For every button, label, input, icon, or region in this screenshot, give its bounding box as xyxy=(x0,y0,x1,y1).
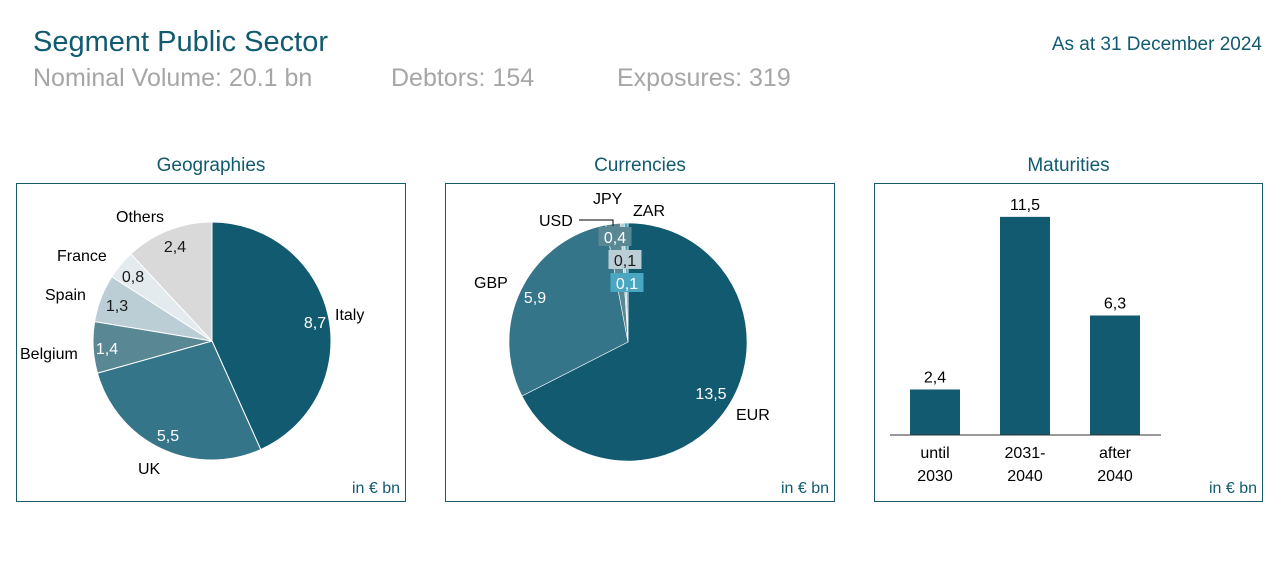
geo-label-uk: UK xyxy=(138,461,161,478)
geo-value-uk: 5,5 xyxy=(157,428,179,445)
cur-zar-value-label: 0,1 xyxy=(616,276,638,293)
maturities-panel: 2,4 until 2030 11,5 2031- 2040 6,3 after 2040 in… xyxy=(874,183,1263,502)
maturities-title: Maturities xyxy=(1027,155,1110,176)
cur-label-gbp: GBP xyxy=(474,275,508,292)
cur-label-usd: USD xyxy=(539,213,573,230)
geo-value-belgium: 1,4 xyxy=(96,341,118,358)
geo-label-spain: Spain xyxy=(45,287,86,304)
geo-slice-italy xyxy=(211,221,332,451)
geo-value-others: 2,4 xyxy=(164,239,186,256)
cur-usd-value-box xyxy=(598,227,632,246)
geo-slice-others xyxy=(130,221,213,343)
cur-label-eur: EUR xyxy=(736,407,770,424)
geo-label-belgium: Belgium xyxy=(20,346,78,363)
currencies-pie-chart: 13,5 5,9 0,4 0,1 0,1 EUR GBP USD JPY ZAR xyxy=(474,191,770,462)
cur-value-eur: 13,5 xyxy=(695,386,726,403)
geo-value-italy: 8,7 xyxy=(304,315,326,332)
mat-bar-2031-2040 xyxy=(1000,216,1050,435)
cur-zar-value-box xyxy=(610,273,644,292)
page-title: Segment Public Sector xyxy=(33,26,328,58)
exposures-stat: Exposures: 319 xyxy=(617,64,791,92)
geographies-pie-chart: 8,7 Italy 5,5 UK 1,4 Belgium 1,3 Spain 0,8 France… xyxy=(20,209,364,478)
cur-value-gbp: 5,9 xyxy=(524,290,546,307)
geo-label-others: Others xyxy=(116,209,164,226)
mat-category-after-2040-line-2: 2040 xyxy=(1097,468,1133,485)
geo-label-italy: Italy xyxy=(335,307,364,324)
cur-jpy-value-label: 0,1 xyxy=(614,253,636,270)
cur-label-jpy: JPY xyxy=(593,191,623,208)
maturities-unit: in € bn xyxy=(1208,480,1257,497)
currencies-title: Currencies xyxy=(594,155,686,176)
as-at-date: As at 31 December 2024 xyxy=(1051,34,1262,55)
mat-category-2031-2040-line-2: 2040 xyxy=(1007,468,1043,485)
cur-slice-eur xyxy=(521,222,748,462)
mat-value-after-2040: 6,3 xyxy=(1104,296,1126,313)
geographies-title: Geographies xyxy=(156,155,266,176)
geo-value-france: 0,8 xyxy=(122,269,144,286)
mat-value-2031-2040: 11,5 xyxy=(1010,197,1040,214)
geo-label-france: France xyxy=(57,248,107,265)
nominal-volume-stat: Nominal Volume: 20.1 bn xyxy=(33,64,313,92)
cur-jpy-value-box xyxy=(608,250,642,269)
currencies-unit: in € bn xyxy=(780,480,829,497)
cur-label-zar: ZAR xyxy=(633,203,665,220)
cur-usd-leader-line xyxy=(579,219,614,226)
geographies-unit: in € bn xyxy=(351,480,400,497)
cur-slice-gbp xyxy=(508,224,629,397)
mat-category-until-2030-line-2: 2030 xyxy=(917,468,953,485)
mat-bar-after-2040 xyxy=(1090,315,1140,435)
mat-category-after-2040-line-1: after xyxy=(1099,445,1132,462)
geo-value-spain: 1,3 xyxy=(106,298,128,315)
mat-value-until-2030: 2,4 xyxy=(924,369,946,386)
mat-bar-until-2030 xyxy=(910,389,960,435)
cur-usd-value-label: 0,4 xyxy=(604,230,626,247)
maturities-bar-chart: 2,4 until 2030 11,5 2031- 2040 6,3 after 2040 xyxy=(890,197,1161,485)
mat-category-until-2030-line-1: until xyxy=(920,445,949,462)
debtors-stat: Debtors: 154 xyxy=(391,64,535,92)
currencies-panel: 13,5 5,9 0,4 0,1 0,1 EUR GBP USD JPY ZAR in € bn xyxy=(445,183,835,502)
geo-slice-uk xyxy=(96,340,262,461)
mat-category-2031-2040-line-1: 2031- xyxy=(1005,445,1046,462)
geographies-panel: 8,7 Italy 5,5 UK 1,4 Belgium 1,3 Spain 0,8 France… xyxy=(16,183,406,502)
